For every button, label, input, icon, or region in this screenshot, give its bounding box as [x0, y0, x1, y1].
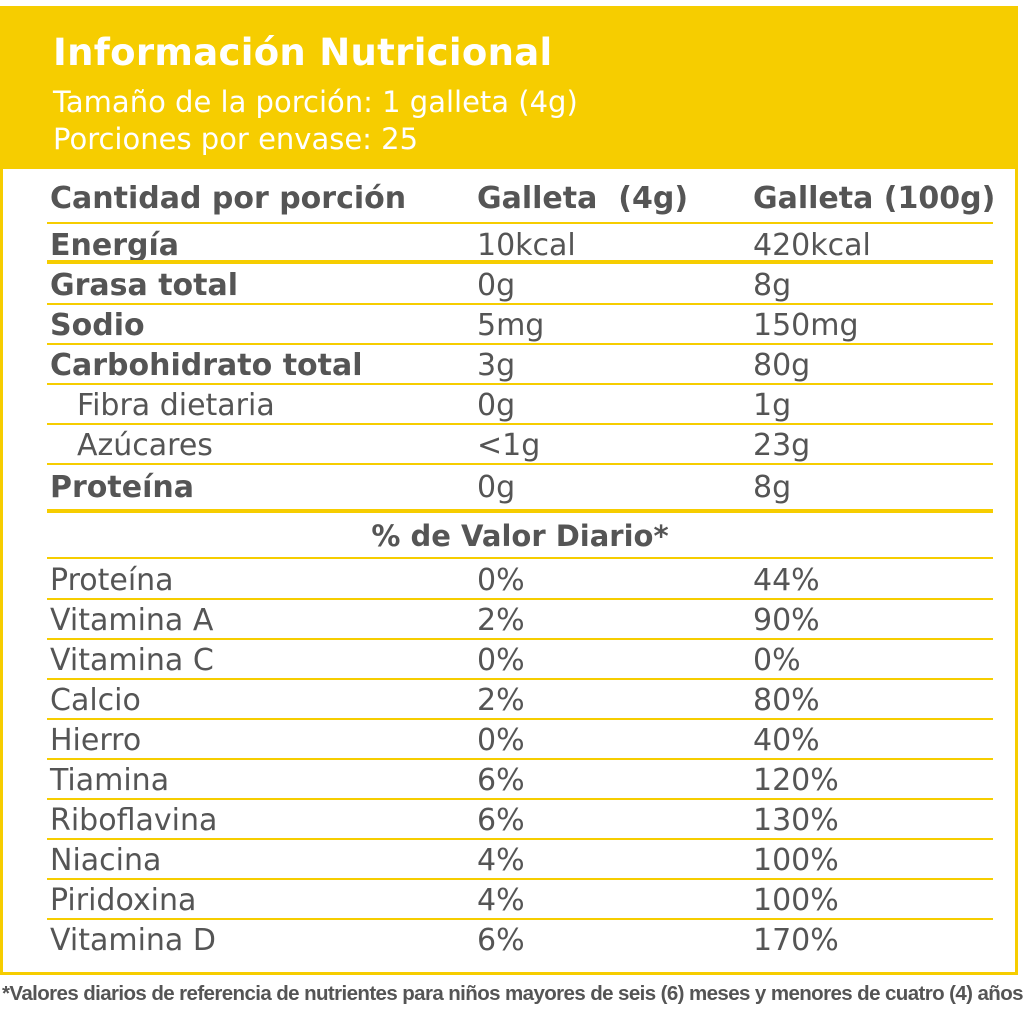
nutrient-name: Sodio — [50, 308, 145, 343]
divider — [47, 838, 993, 840]
nutrient-per-100g: 8g — [753, 470, 792, 505]
dv-per-4g: 6% — [477, 923, 525, 958]
dv-name: Tiamina — [50, 763, 170, 798]
column-header-amount: Cantidad por porción — [50, 181, 407, 216]
divider — [47, 463, 993, 465]
nutrition-facts-panel: Información Nutricional Tamaño de la por… — [0, 6, 1018, 975]
dv-per-100g: 100% — [753, 883, 839, 918]
divider — [47, 918, 993, 920]
nutrient-name: Energía — [50, 228, 179, 263]
nutrient-per-100g: 23g — [753, 428, 811, 463]
dv-per-100g: 170% — [753, 923, 839, 958]
footnote: *Valores diarios de referencia de nutrie… — [2, 982, 1024, 1005]
table-row: Vitamina D 6% 170% — [47, 921, 993, 961]
nutrient-per-4g: 0g — [477, 388, 516, 423]
nutrient-per-100g: 8g — [753, 268, 792, 303]
dv-name: Calcio — [50, 683, 141, 718]
nutrient-name: Azúcares — [77, 428, 213, 463]
dv-name: Piridoxina — [50, 883, 197, 918]
table-row: Proteína 0g 8g — [47, 468, 993, 508]
table-row: Vitamina A 2% 90% — [47, 601, 993, 641]
nutrient-per-100g: 420kcal — [753, 228, 871, 263]
nutrient-per-4g: 10kcal — [477, 228, 576, 263]
table-row: Niacina 4% 100% — [47, 841, 993, 881]
divider — [47, 678, 993, 680]
divider — [47, 343, 993, 345]
column-header-per-100g: Galleta (100g) — [753, 181, 996, 216]
table-row: Riboflavina 6% 130% — [47, 801, 993, 841]
table-row: Azúcares <1g 23g — [47, 426, 993, 466]
dv-per-100g: 90% — [753, 603, 820, 638]
divider — [47, 222, 993, 224]
dv-name: Vitamina C — [50, 643, 214, 678]
dv-per-4g: 0% — [477, 643, 525, 678]
divider — [47, 383, 993, 385]
divider — [47, 598, 993, 600]
dv-per-100g: 130% — [753, 803, 839, 838]
divider-thick — [47, 509, 993, 513]
servings-per-container: Porciones por envase: 25 — [53, 122, 419, 156]
nutrient-name: Grasa total — [50, 268, 239, 303]
nutrient-per-4g: 3g — [477, 348, 516, 383]
dv-name: Vitamina D — [50, 923, 216, 958]
dv-per-100g: 40% — [753, 723, 820, 758]
table-row: Tiamina 6% 120% — [47, 761, 993, 801]
nutrition-header: Información Nutricional Tamaño de la por… — [3, 9, 1015, 169]
serving-size: Tamaño de la porción: 1 galleta (4g) — [53, 85, 578, 119]
dv-name: Niacina — [50, 843, 162, 878]
nutrient-per-100g: 1g — [753, 388, 792, 423]
nutrient-per-4g: <1g — [477, 428, 541, 463]
divider — [47, 798, 993, 800]
table-row: Carbohidrato total 3g 80g — [47, 346, 993, 386]
divider — [47, 423, 993, 425]
nutrient-per-100g: 150mg — [753, 308, 859, 343]
divider — [47, 303, 993, 305]
dv-per-100g: 100% — [753, 843, 839, 878]
nutrient-per-100g: 80g — [753, 348, 811, 383]
table-row: Hierro 0% 40% — [47, 721, 993, 761]
divider — [47, 758, 993, 760]
dv-per-4g: 4% — [477, 883, 525, 918]
dv-per-100g: 80% — [753, 683, 820, 718]
dv-name: Riboflavina — [50, 803, 218, 838]
divider — [47, 718, 993, 720]
table-row: Piridoxina 4% 100% — [47, 881, 993, 921]
dv-per-100g: 44% — [753, 563, 820, 598]
dv-name: Vitamina A — [50, 603, 214, 638]
dv-per-4g: 2% — [477, 683, 525, 718]
nutrient-name: Fibra dietaria — [77, 388, 275, 423]
dv-name: Proteína — [50, 563, 174, 598]
table-row: Grasa total 0g 8g — [47, 266, 993, 306]
daily-value-heading: % de Valor Diario* — [371, 519, 669, 553]
dv-per-4g: 6% — [477, 803, 525, 838]
dv-per-100g: 120% — [753, 763, 839, 798]
panel-title: Información Nutricional — [53, 31, 553, 74]
nutrient-name: Proteína — [50, 470, 194, 505]
dv-name: Hierro — [50, 723, 142, 758]
table-row: Fibra dietaria 0g 1g — [47, 386, 993, 426]
column-header-per-4g: Galleta (4g) — [477, 181, 689, 216]
dv-per-4g: 6% — [477, 763, 525, 798]
dv-per-4g: 2% — [477, 603, 525, 638]
table-header-row: Cantidad por porción Galleta (4g) Gallet… — [47, 179, 996, 219]
divider — [47, 638, 993, 640]
table-row: Calcio 2% 80% — [47, 681, 993, 721]
table-row: Proteína 0% 44% — [47, 561, 993, 601]
divider-thick — [47, 260, 993, 264]
nutrient-name: Carbohidrato total — [50, 348, 363, 383]
dv-per-4g: 0% — [477, 563, 525, 598]
nutrient-per-4g: 0g — [477, 470, 516, 505]
table-row: Sodio 5mg 150mg — [47, 306, 993, 346]
divider — [47, 878, 993, 880]
divider — [47, 557, 993, 559]
dv-per-4g: 0% — [477, 723, 525, 758]
nutrient-per-4g: 0g — [477, 268, 516, 303]
table-row: Vitamina C 0% 0% — [47, 641, 993, 681]
table-row: Energía 10kcal 420kcal — [47, 226, 993, 266]
dv-per-4g: 4% — [477, 843, 525, 878]
dv-per-100g: 0% — [753, 643, 801, 678]
nutrient-per-4g: 5mg — [477, 308, 545, 343]
